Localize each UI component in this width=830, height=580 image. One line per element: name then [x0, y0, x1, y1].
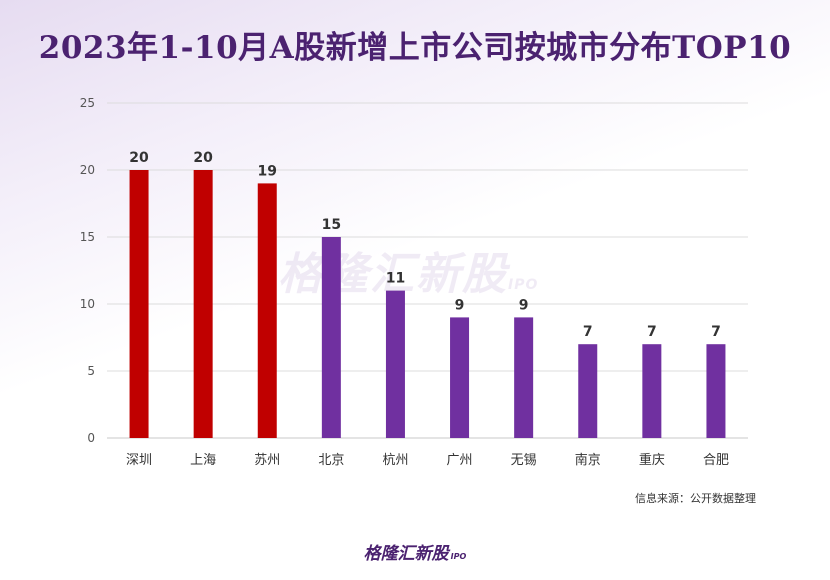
watermark-suffix: IPO [508, 277, 539, 293]
data-label: 15 [322, 217, 341, 233]
x-tick-label: 广州 [447, 453, 473, 468]
bar [321, 237, 341, 438]
data-label: 11 [386, 271, 405, 287]
brand-text: 格隆汇新股 [363, 544, 449, 564]
bar [257, 183, 277, 438]
data-label: 7 [711, 324, 721, 340]
brand-suffix: IPO [450, 552, 467, 561]
x-tick-label: 苏州 [254, 452, 280, 468]
brand-logo: 格隆汇新股 IPO [0, 539, 830, 564]
data-label: 7 [583, 324, 593, 340]
data-label: 9 [455, 297, 465, 313]
bar [578, 344, 598, 438]
y-tick-label: 20 [80, 163, 95, 177]
x-tick-label: 南京 [575, 452, 601, 468]
data-label: 7 [647, 324, 657, 340]
data-label: 9 [519, 297, 529, 313]
x-tick-label: 上海 [190, 453, 216, 468]
x-tick-label: 合肥 [703, 453, 729, 468]
bar [385, 290, 405, 438]
y-tick-label: 15 [80, 230, 95, 244]
bar [450, 317, 470, 438]
data-label: 20 [129, 150, 149, 166]
bar [193, 170, 213, 438]
x-tick-label: 无锡 [511, 453, 537, 468]
data-label: 20 [193, 150, 213, 166]
y-tick-label: 5 [87, 364, 95, 378]
x-tick-label: 深圳 [126, 453, 152, 468]
bar [129, 170, 149, 438]
bar [514, 317, 534, 438]
y-tick-label: 0 [87, 431, 95, 445]
y-tick-label: 25 [80, 96, 95, 110]
x-tick-label: 北京 [318, 453, 344, 468]
chart-title: 2023年1-10月A股新增上市公司按城市分布TOP10 [38, 30, 792, 66]
bar [642, 344, 662, 438]
source-note: 信息来源：公开数据整理 [635, 492, 756, 505]
x-tick-label: 重庆 [639, 452, 665, 468]
data-label: 19 [258, 163, 277, 179]
x-tick-label: 杭州 [382, 453, 408, 468]
y-tick-label: 10 [80, 297, 95, 311]
bar [706, 344, 726, 438]
